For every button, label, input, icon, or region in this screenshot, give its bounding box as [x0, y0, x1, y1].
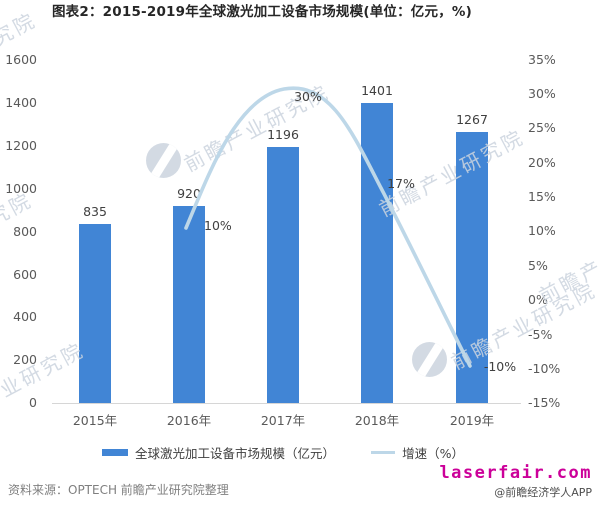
right-axis-tick: 5%	[528, 258, 548, 273]
bar-2017	[267, 147, 299, 403]
right-axis-tick: 30%	[528, 86, 556, 101]
source-note: 资料来源：OPTECH 前瞻产业研究院整理	[8, 483, 229, 497]
bar-value-label: 920	[177, 186, 201, 201]
right-axis-tick: 20%	[528, 155, 556, 170]
x-axis-label: 2019年	[449, 413, 495, 428]
bar-value-label: 1196	[267, 127, 299, 142]
x-axis-line	[52, 403, 521, 404]
right-axis-tick: 15%	[528, 189, 556, 204]
chart-legend: 全球激光加工设备市场规模（亿元） 增速（%）	[0, 443, 566, 462]
bar-value-label: 835	[83, 204, 107, 219]
right-axis-tick: -10%	[528, 361, 561, 376]
line-value-label: -10%	[483, 359, 517, 374]
bar-2018	[361, 103, 393, 403]
watermark-logo	[412, 342, 447, 377]
chart-title: 图表2：2015-2019年全球激光加工设备市场规模(单位：亿元，%)	[51, 4, 472, 20]
left-axis-tick: 1000	[5, 181, 37, 196]
bar-value-label: 1401	[361, 83, 393, 98]
bar-value-label: 1267	[456, 112, 488, 127]
left-axis-tick: 600	[13, 267, 37, 282]
right-axis-tick: 25%	[528, 120, 556, 135]
watermark-text: 前瞻产业研究院	[375, 124, 529, 222]
line-value-label: 30%	[294, 89, 322, 104]
legend-line-label: 增速（%）	[402, 446, 464, 461]
x-axis-label: 2016年	[166, 413, 212, 428]
bar-2016	[173, 206, 205, 403]
right-axis-tick: -15%	[528, 395, 561, 410]
line-value-label: 17%	[387, 176, 415, 191]
line-value-label: 10%	[204, 218, 232, 233]
legend-line-swatch	[371, 451, 396, 454]
watermark-logo	[146, 143, 181, 178]
right-axis-tick: 35%	[528, 52, 556, 67]
right-axis-tick: 10%	[528, 223, 556, 238]
left-axis-tick: 1200	[5, 138, 37, 153]
x-axis-label: 2015年	[72, 413, 118, 428]
left-axis-tick: 0	[29, 395, 37, 410]
left-axis-tick: 200	[13, 352, 37, 367]
x-axis-label: 2018年	[354, 413, 400, 428]
legend-bar-swatch	[102, 449, 129, 456]
right-axis-tick: -5%	[528, 327, 553, 342]
site-watermark: laserfair.com	[439, 463, 592, 483]
left-axis-tick: 1600	[5, 52, 37, 67]
right-axis-tick: 0%	[528, 292, 548, 307]
legend-bar-label: 全球激光加工设备市场规模（亿元）	[135, 446, 336, 461]
left-axis-tick: 400	[13, 309, 37, 324]
bar-2015	[79, 224, 111, 403]
left-axis-tick: 800	[13, 224, 37, 239]
left-axis-tick: 1400	[5, 95, 37, 110]
site-handle: @前瞻经济学人APP	[494, 486, 592, 499]
x-axis-label: 2017年	[260, 413, 306, 428]
